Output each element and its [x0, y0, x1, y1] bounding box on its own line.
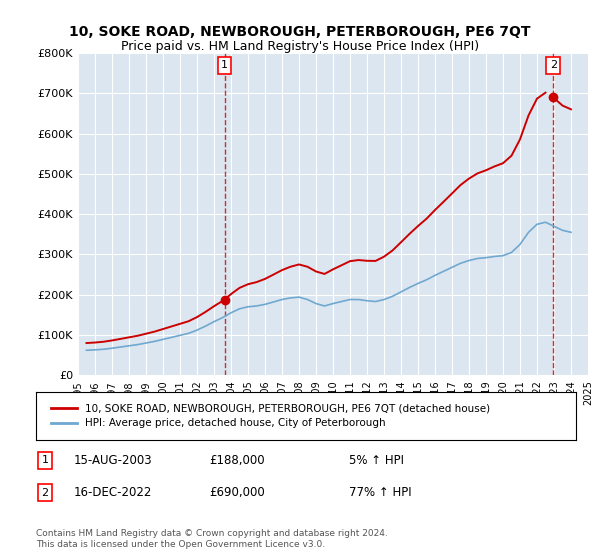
Text: Price paid vs. HM Land Registry's House Price Index (HPI): Price paid vs. HM Land Registry's House … [121, 40, 479, 53]
Text: 2: 2 [41, 488, 49, 498]
Text: 5% ↑ HPI: 5% ↑ HPI [349, 454, 404, 467]
Text: 1: 1 [41, 455, 49, 465]
Text: £188,000: £188,000 [209, 454, 265, 467]
Text: 1: 1 [221, 60, 228, 70]
Text: 16-DEC-2022: 16-DEC-2022 [74, 486, 152, 500]
Text: 15-AUG-2003: 15-AUG-2003 [74, 454, 152, 467]
Legend: 10, SOKE ROAD, NEWBOROUGH, PETERBOROUGH, PE6 7QT (detached house), HPI: Average : 10, SOKE ROAD, NEWBOROUGH, PETERBOROUGH,… [47, 399, 494, 432]
Text: Contains HM Land Registry data © Crown copyright and database right 2024.
This d: Contains HM Land Registry data © Crown c… [36, 529, 388, 549]
Text: £690,000: £690,000 [209, 486, 265, 500]
Text: 2: 2 [550, 60, 557, 70]
Text: 10, SOKE ROAD, NEWBOROUGH, PETERBOROUGH, PE6 7QT: 10, SOKE ROAD, NEWBOROUGH, PETERBOROUGH,… [69, 25, 531, 39]
Text: 77% ↑ HPI: 77% ↑ HPI [349, 486, 412, 500]
